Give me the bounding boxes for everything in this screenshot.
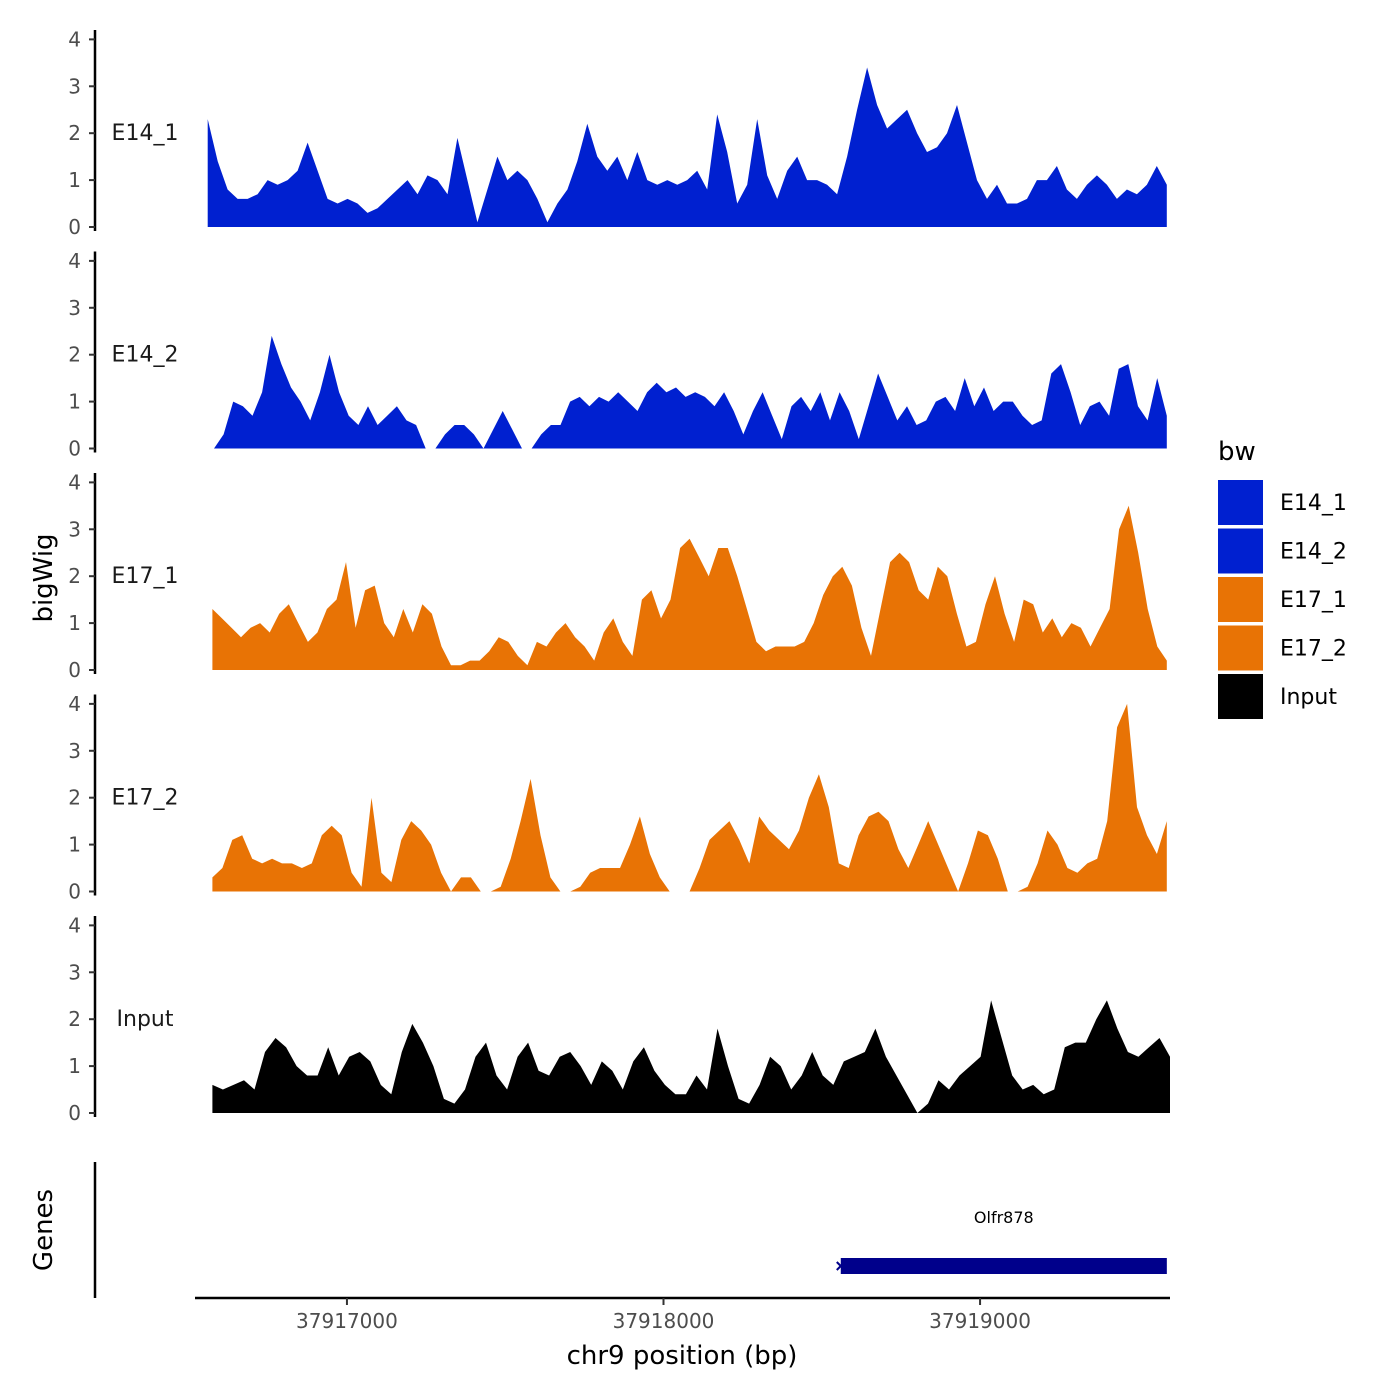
y-tick-label: 4	[68, 249, 81, 273]
track-panel-input: 0 1 2 3 4 Input	[68, 913, 1170, 1125]
x-axis: 37917000 37918000 37919000	[195, 1296, 1170, 1333]
legend-label: E14_2	[1280, 540, 1347, 565]
track-label: E14_1	[112, 121, 179, 146]
y-tick-label: 2	[68, 564, 81, 588]
track-label: E14_2	[112, 343, 179, 368]
gene-olfr878: Olfr878	[836, 1208, 1167, 1274]
tracks-layer: 0 1 2 3 4 E14_1 0 1 2 3 4 E14_2 0 1 2 3 4 E17_1 0 1 2 3 4 E17_2…	[68, 27, 1170, 1125]
coverage-area-e14-2	[214, 335, 1167, 449]
y-tick-label: 3	[68, 296, 81, 320]
gene-label: Olfr878	[974, 1208, 1034, 1227]
y-tick-label: 2	[68, 121, 81, 145]
track-panel-e14-1: 0 1 2 3 4 E14_1	[68, 27, 1167, 239]
y-tick-label: 0	[68, 215, 81, 239]
x-tick-label: 37918000	[613, 1309, 715, 1333]
legend-item-e17-1: E17_1	[1218, 577, 1347, 622]
y-tick-label: 3	[68, 74, 81, 98]
y-tick-label: 3	[68, 739, 81, 763]
x-tick-label: 37919000	[929, 1309, 1031, 1333]
legend-swatch	[1218, 528, 1263, 574]
coverage-area-e17-2	[212, 703, 1167, 892]
legend-item-e14-2: E14_2	[1218, 528, 1347, 574]
x-tick-label: 37917000	[296, 1309, 398, 1333]
legend-swatch	[1218, 577, 1263, 622]
coverage-area-input	[212, 1000, 1170, 1113]
legend-item-e14-1: E14_1	[1218, 480, 1347, 525]
y-tick-label: 0	[68, 437, 81, 461]
y-tick-label: 0	[68, 1101, 81, 1125]
y-tick-label: 0	[68, 880, 81, 904]
x-axis-title: chr9 position (bp)	[567, 1341, 798, 1371]
genes-axis-title: Genes	[29, 1189, 59, 1271]
y-tick-label: 4	[68, 27, 81, 51]
track-panel-e14-2: 0 1 2 3 4 E14_2	[68, 249, 1167, 461]
y-tick-label: 4	[68, 692, 81, 716]
y-axis-title: bigWig	[29, 533, 59, 622]
y-tick-label: 0	[68, 658, 81, 682]
y-tick-label: 1	[68, 390, 81, 414]
legend-label: E17_1	[1280, 588, 1347, 613]
legend-swatch	[1218, 674, 1263, 719]
y-tick-label: 4	[68, 913, 81, 937]
track-label: E17_2	[112, 786, 179, 811]
legend-item-input: Input	[1218, 674, 1337, 719]
track-panel-e17-1: 0 1 2 3 4 E17_1	[68, 470, 1167, 682]
track-label: Input	[117, 1007, 174, 1032]
legend-swatch	[1218, 480, 1263, 525]
y-tick-label: 4	[68, 470, 81, 494]
coverage-area-e17-1	[212, 505, 1167, 670]
track-label: E17_1	[112, 564, 179, 589]
legend-title: bw	[1218, 437, 1256, 467]
legend: E14_1 E14_2 E17_1 E17_2 Input	[1218, 480, 1347, 719]
y-tick-label: 3	[68, 517, 81, 541]
y-tick-label: 1	[68, 168, 81, 192]
legend-item-e17-2: E17_2	[1218, 625, 1347, 671]
y-tick-label: 2	[68, 343, 81, 367]
legend-label: E17_2	[1280, 637, 1347, 662]
y-tick-label: 3	[68, 960, 81, 984]
gene-body	[840, 1258, 1167, 1274]
genes-panel: Olfr878	[93, 1162, 1167, 1298]
y-tick-label: 2	[68, 786, 81, 810]
legend-label: Input	[1280, 685, 1337, 710]
track-panel-e17-2: 0 1 2 3 4 E17_2	[68, 692, 1167, 904]
legend-label: E14_1	[1280, 491, 1347, 516]
y-tick-label: 1	[68, 611, 81, 635]
y-tick-label: 2	[68, 1007, 81, 1031]
legend-swatch	[1218, 625, 1263, 671]
y-tick-label: 1	[68, 1054, 81, 1078]
y-tick-label: 1	[68, 833, 81, 857]
gene-start-mark	[836, 1261, 846, 1271]
coverage-area-e14-1	[207, 67, 1167, 227]
